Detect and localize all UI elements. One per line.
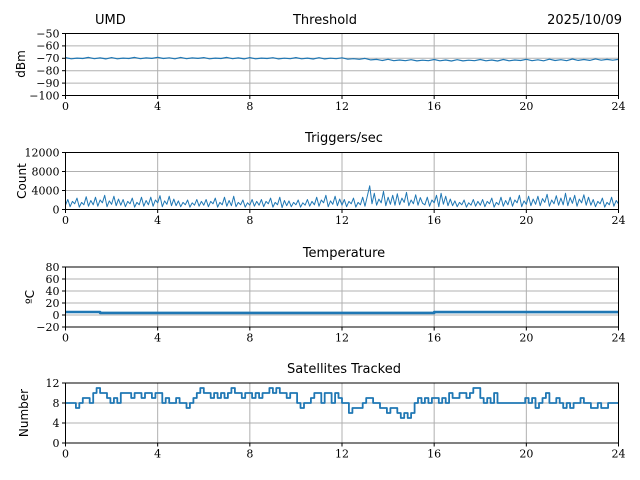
xtick-label: 20 [519,214,533,227]
xtick-label: 20 [519,448,533,461]
xtick-label: 20 [519,332,533,345]
xtick-label: 8 [246,332,253,345]
ytick-label: −100 [29,89,59,102]
ytick-label: 60 [46,273,60,286]
threshold-chart-title: Threshold [292,13,358,28]
ytick-label: −60 [36,40,59,53]
xtick-label: 0 [62,332,69,345]
xtick-label: 0 [62,214,69,227]
xtick-label: 16 [427,100,441,113]
ytick-label: 12000 [25,146,60,159]
triggers-chart-title: Triggers/sec [305,131,383,146]
xtick-label: 16 [427,214,441,227]
ytick-label: 20 [46,297,60,310]
ytick-label: −20 [36,321,59,334]
ytick-label: 12 [46,377,60,390]
ytick-label: −90 [36,77,59,90]
threshold-ylabel: dBm [14,50,28,78]
xtick-label: 12 [335,100,349,113]
xtick-label: 24 [612,100,626,113]
ytick-label: −70 [36,52,59,65]
temperature-series [65,310,619,315]
ytick-label: −80 [36,65,59,78]
xtick-label: 0 [62,100,69,113]
xtick-label: 8 [246,214,253,227]
xtick-label: 8 [246,100,253,113]
xtick-label: 12 [335,214,349,227]
chart-satellites: 0 4 8 12 0 4 8 12 16 20 24 [46,377,626,461]
xtick-label: 16 [427,332,441,345]
temperature-ylabel: ºC [23,289,37,305]
ytick-label: 0 [53,437,60,450]
threshold-series [65,56,619,62]
xtick-label: 4 [154,332,161,345]
ytick-label: 0 [53,309,60,322]
triggers-series [65,185,619,209]
xtick-label: 4 [154,100,161,113]
station-title: UMD [95,13,126,28]
ytick-label: 40 [46,285,60,298]
ytick-label: 80 [46,261,60,274]
xtick-label: 4 [154,448,161,461]
xtick-label: 0 [62,448,69,461]
satellites-chart-title: Satellites Tracked [287,362,401,377]
ytick-label: 4 [53,417,60,430]
xtick-label: 24 [612,448,626,461]
triggers-ylabel: Count [15,163,29,199]
xtick-label: 24 [612,214,626,227]
ytick-label: −50 [36,27,59,40]
ytick-label: 0 [53,203,60,216]
xtick-label: 8 [246,448,253,461]
xtick-label: 24 [612,332,626,345]
xtick-label: 16 [427,448,441,461]
satellites-series [65,387,619,419]
ytick-label: 4000 [32,184,60,197]
xtick-label: 20 [519,100,533,113]
ytick-label: 8 [53,397,60,410]
temperature-chart-title: Temperature [302,246,386,261]
chart-triggers: 0 4000 8000 12000 0 4 8 12 16 20 24 [25,146,626,227]
xtick-label: 12 [335,332,349,345]
satellites-ylabel: Number [17,388,31,438]
xtick-label: 12 [335,448,349,461]
date-title: 2025/10/09 [547,13,622,28]
xtick-label: 4 [154,214,161,227]
ytick-label: 8000 [32,165,60,178]
